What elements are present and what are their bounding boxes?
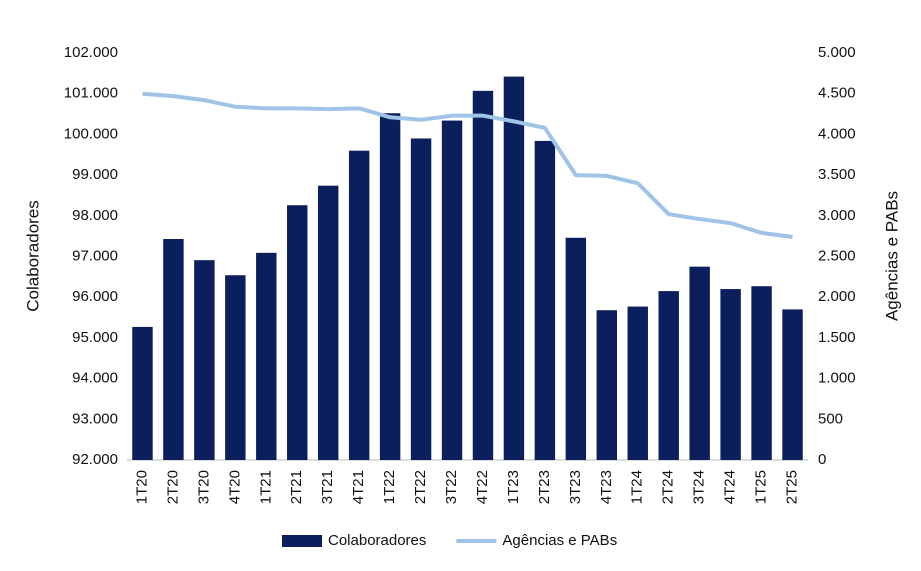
y-axis-title: Colaboradores bbox=[23, 200, 42, 312]
bar bbox=[410, 138, 432, 460]
legend-label: Agências e PABs bbox=[502, 532, 617, 549]
bar bbox=[379, 113, 401, 461]
bar bbox=[658, 291, 679, 460]
x-tick-label: 1T25 bbox=[753, 470, 770, 504]
bar bbox=[441, 120, 463, 460]
yticks-label: 95.000 bbox=[72, 329, 118, 346]
x-tick-label: 3T20 bbox=[195, 470, 212, 504]
y2ticks-label: 500 bbox=[818, 410, 843, 427]
yticks-label: 93.000 bbox=[72, 410, 118, 427]
x-tick-label: 4T21 bbox=[350, 470, 367, 504]
x-tick-label: 1T21 bbox=[257, 470, 274, 504]
x-tick-label: 2T25 bbox=[783, 470, 800, 504]
x-tick-label: 2T22 bbox=[412, 470, 429, 504]
yticks-label: 97.000 bbox=[72, 247, 118, 264]
x-tick-label: 3T21 bbox=[319, 470, 336, 504]
x-tick-label: 1T24 bbox=[629, 470, 646, 504]
y2ticks-label: 1.000 bbox=[818, 370, 856, 387]
bar bbox=[534, 140, 556, 461]
bar bbox=[256, 252, 277, 460]
bar bbox=[194, 260, 215, 460]
bar bbox=[163, 238, 184, 460]
x-tick-label: 4T20 bbox=[226, 470, 243, 504]
yticks-label: 101.000 bbox=[64, 85, 118, 102]
x-tick-label: 4T24 bbox=[722, 470, 739, 504]
y2ticks-label: 2.000 bbox=[818, 288, 856, 305]
yticks-label: 102.000 bbox=[64, 44, 118, 61]
bar bbox=[472, 90, 494, 460]
x-tick-label: 4T22 bbox=[474, 470, 491, 504]
x-tick-label: 3T23 bbox=[567, 470, 584, 504]
x-tick-label: 3T24 bbox=[691, 470, 708, 504]
x-tick-label: 1T22 bbox=[381, 470, 398, 504]
y2-axis-title: Agências e PABs bbox=[882, 191, 901, 321]
yticks-label: 96.000 bbox=[72, 288, 118, 305]
x-tick-label: 2T20 bbox=[164, 470, 181, 504]
x-tick-label: 1T20 bbox=[133, 470, 150, 504]
y2ticks-label: 5.000 bbox=[818, 44, 856, 61]
bar bbox=[689, 266, 710, 460]
y2ticks-label: 3.000 bbox=[818, 207, 856, 224]
x-tick-label: 4T23 bbox=[598, 470, 615, 504]
bar bbox=[751, 286, 772, 460]
x-tick-label: 2T21 bbox=[288, 470, 305, 504]
bar bbox=[720, 289, 741, 460]
bar bbox=[348, 150, 370, 460]
bar bbox=[225, 275, 246, 460]
x-tick-label: 1T23 bbox=[505, 470, 522, 504]
x-tick-label: 3T22 bbox=[443, 470, 460, 504]
bar bbox=[596, 310, 618, 460]
x-tick-label: 2T23 bbox=[536, 470, 553, 504]
x-tick-label: 2T24 bbox=[660, 470, 677, 504]
bar bbox=[317, 185, 339, 460]
y2ticks-label: 2.500 bbox=[818, 247, 856, 264]
bar bbox=[627, 306, 648, 460]
y2ticks-label: 1.500 bbox=[818, 329, 856, 346]
bar bbox=[132, 326, 153, 460]
yticks-label: 92.000 bbox=[72, 451, 118, 468]
y2ticks-label: 4.500 bbox=[818, 85, 856, 102]
y2ticks-label: 0 bbox=[818, 451, 826, 468]
y2ticks-label: 4.000 bbox=[818, 125, 856, 142]
yticks-label: 98.000 bbox=[72, 207, 118, 224]
y2ticks-label: 3.500 bbox=[818, 166, 856, 183]
legend-swatch bbox=[282, 535, 322, 547]
bar bbox=[782, 309, 803, 460]
yticks-label: 99.000 bbox=[72, 166, 118, 183]
yticks-label: 94.000 bbox=[72, 370, 118, 387]
legend-label: Colaboradores bbox=[328, 532, 426, 549]
bar bbox=[287, 205, 308, 460]
yticks-label: 100.000 bbox=[64, 125, 118, 142]
bar bbox=[565, 237, 587, 460]
bar bbox=[503, 76, 525, 460]
line bbox=[142, 91, 793, 239]
